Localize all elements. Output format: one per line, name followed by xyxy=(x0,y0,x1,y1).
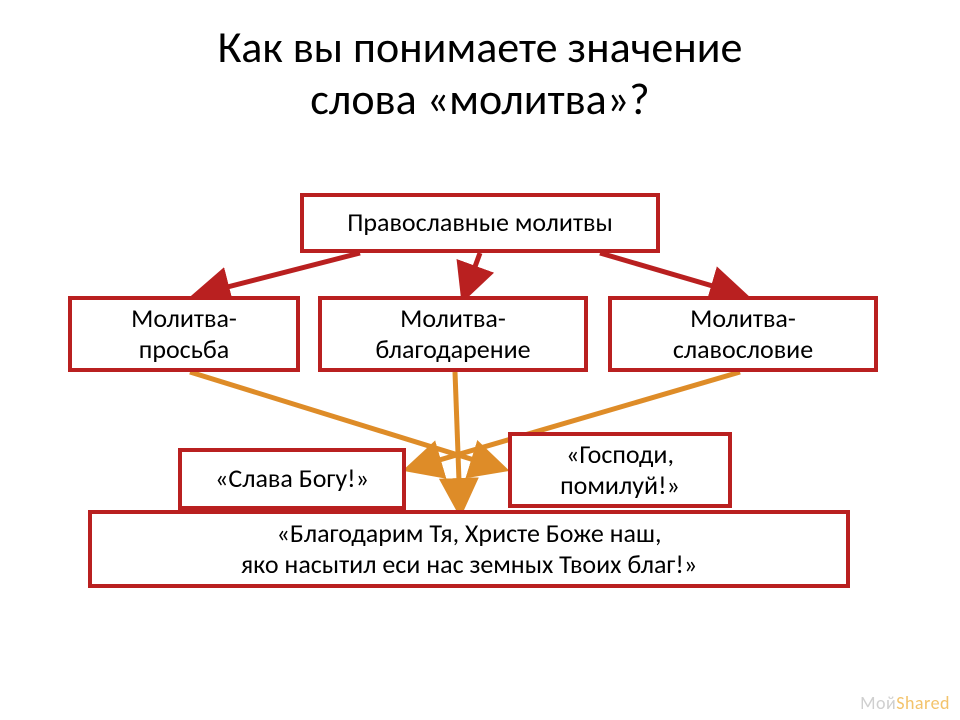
box-root: Православные молитвы xyxy=(300,193,660,253)
watermark-part1: Мой xyxy=(860,692,896,714)
watermark-part2: Shared xyxy=(896,692,950,714)
watermark: МойShared xyxy=(860,692,950,714)
box-type1-label: Молитва-просьба xyxy=(131,303,237,365)
box-root-label: Православные молитвы xyxy=(347,207,613,238)
box-example3-label: «Благодарим Тя, Христе Боже наш,яко насы… xyxy=(241,518,697,580)
box-example3: «Благодарим Тя, Христе Боже наш,яко насы… xyxy=(88,510,850,588)
box-type2-label: Молитва-благодарение xyxy=(375,303,530,365)
slide-title: Как вы понимаете значение слова «молитва… xyxy=(0,22,960,126)
box-example1-label: «Слава Богу!» xyxy=(215,463,369,494)
box-example2-label: «Господи,помилуй!» xyxy=(560,439,680,501)
title-line2: слова «молитва»? xyxy=(310,72,649,126)
box-type3-label: Молитва-славословие xyxy=(673,303,813,365)
box-example1: «Слава Богу!» xyxy=(178,448,406,510)
box-example2: «Господи,помилуй!» xyxy=(508,432,732,508)
title-line1: Как вы понимаете значение xyxy=(218,20,743,74)
box-type3: Молитва-славословие xyxy=(608,296,878,372)
box-type1: Молитва-просьба xyxy=(68,296,300,372)
box-type2: Молитва-благодарение xyxy=(318,296,588,372)
